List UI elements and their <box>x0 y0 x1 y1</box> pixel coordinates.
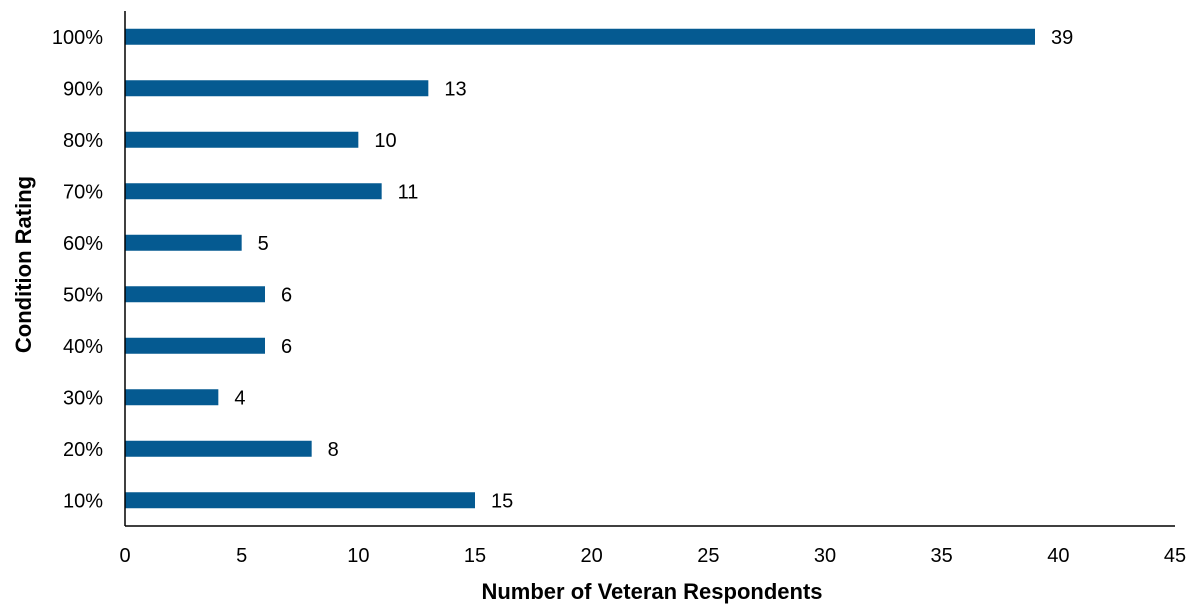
y-tick-label-10pct: 10% <box>63 490 103 512</box>
data-label-50pct: 6 <box>281 284 292 306</box>
bar-40pct <box>125 337 265 354</box>
bar-10pct <box>125 492 475 509</box>
y-tick-label-100pct: 100% <box>52 27 103 49</box>
data-label-80pct: 10 <box>374 130 396 152</box>
bar-70pct <box>125 183 382 200</box>
bar-100pct <box>125 28 1035 45</box>
data-label-70pct: 11 <box>398 181 419 203</box>
y-tick-label-90pct: 90% <box>63 78 103 100</box>
x-tick-label-40: 40 <box>1047 545 1069 567</box>
data-label-10pct: 15 <box>491 490 513 512</box>
x-axis-title: Number of Veteran Respondents <box>481 579 822 604</box>
data-label-20pct: 8 <box>328 439 339 461</box>
bar-90pct <box>125 80 429 97</box>
bar-30pct <box>125 389 219 406</box>
x-tick-label-20: 20 <box>581 545 603 567</box>
bar-80pct <box>125 131 359 148</box>
x-tick-label-0: 0 <box>119 545 130 567</box>
data-label-90pct: 13 <box>444 78 466 100</box>
x-tick-label-35: 35 <box>931 545 953 567</box>
bar-20pct <box>125 440 312 457</box>
y-tick-label-80pct: 80% <box>63 130 103 152</box>
data-label-30pct: 4 <box>234 387 245 409</box>
x-tick-label-25: 25 <box>697 545 719 567</box>
x-tick-label-15: 15 <box>464 545 486 567</box>
data-label-40pct: 6 <box>281 336 292 358</box>
y-tick-labels-group: 100% 90% 80% 70% 60% 50% 40% 30% 20% 10% <box>52 27 103 513</box>
bars-group <box>125 28 1035 509</box>
y-tick-label-60pct: 60% <box>63 233 103 255</box>
x-tick-label-45: 45 <box>1164 545 1186 567</box>
x-tick-label-30: 30 <box>814 545 836 567</box>
bar-50pct <box>125 286 265 303</box>
y-tick-label-40pct: 40% <box>63 336 103 358</box>
x-tick-label-10: 10 <box>347 545 369 567</box>
data-label-100pct: 39 <box>1051 27 1073 49</box>
y-tick-label-30pct: 30% <box>63 387 103 409</box>
bar-60pct <box>125 234 242 251</box>
y-tick-label-20pct: 20% <box>63 439 103 461</box>
y-tick-label-70pct: 70% <box>63 181 103 203</box>
x-tick-labels-group: 0 5 10 15 20 25 30 35 40 45 <box>119 545 1186 567</box>
y-axis-title: Condition Rating <box>11 176 36 353</box>
data-labels-group: 39 13 10 11 5 6 6 4 8 15 <box>234 27 1073 513</box>
data-label-60pct: 5 <box>258 233 269 255</box>
x-tick-label-5: 5 <box>236 545 247 567</box>
y-tick-label-50pct: 50% <box>63 284 103 306</box>
